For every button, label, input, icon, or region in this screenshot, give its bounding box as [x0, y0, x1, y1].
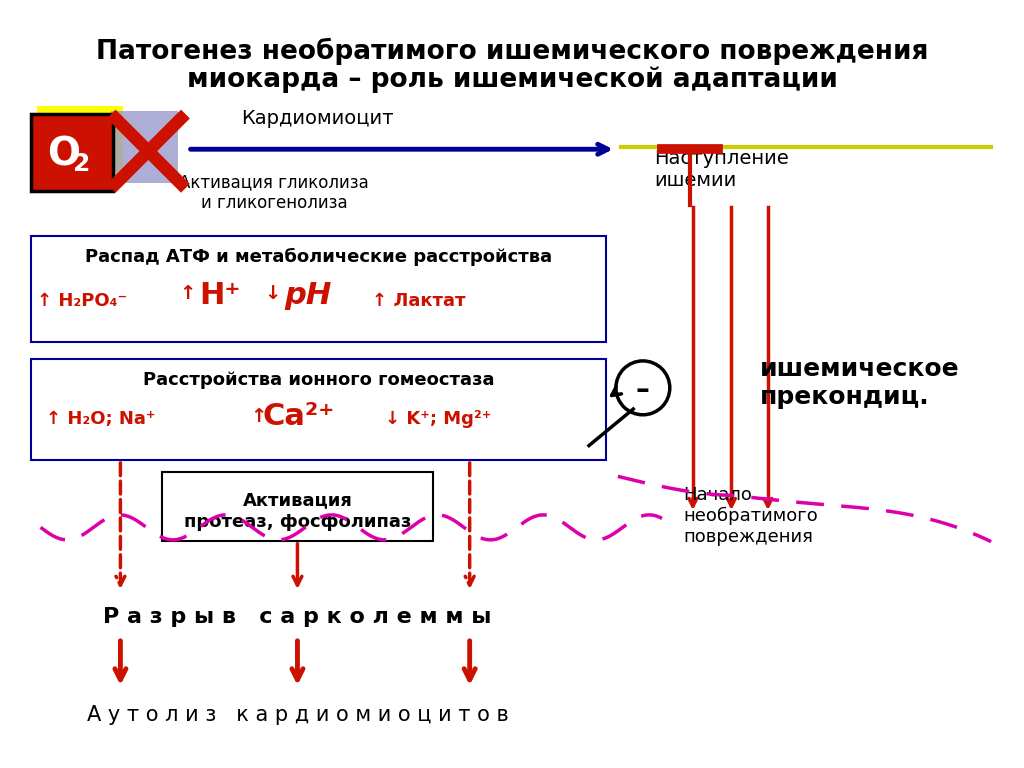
- Text: Начало
необратимого
повреждения: Начало необратимого повреждения: [683, 486, 818, 546]
- Bar: [162, 472, 433, 541]
- Bar: [37, 106, 123, 174]
- Text: Кардиомиоцит: Кардиомиоцит: [242, 109, 394, 128]
- Text: Распад АТФ и метаболические расстройства: Распад АТФ и метаболические расстройства: [85, 248, 552, 266]
- Text: ↑: ↑: [250, 407, 266, 426]
- Text: прекондиц.: прекондиц.: [760, 386, 930, 409]
- Text: Наступление
ишемии: Наступление ишемии: [654, 149, 790, 190]
- Text: Р а з р ы в   с а р к о л е м м ы: Р а з р ы в с а р к о л е м м ы: [103, 607, 492, 627]
- Text: pH: pH: [285, 281, 332, 310]
- Text: Ca²⁺: Ca²⁺: [262, 402, 335, 431]
- Text: O: O: [47, 135, 80, 173]
- Text: Расстройства ионного гомеостаза: Расстройства ионного гомеостаза: [143, 370, 495, 389]
- Text: Патогенез необратимого ишемического повреждения: Патогенез необратимого ишемического повр…: [96, 38, 928, 65]
- Text: Активация: Активация: [243, 491, 352, 508]
- Text: А у т о л и з   к а р д и о м и о ц и т о в: А у т о л и з к а р д и о м и о ц и т о …: [87, 705, 508, 725]
- Bar: [31, 236, 606, 342]
- Text: H⁺: H⁺: [199, 281, 241, 310]
- Text: ↑ Лактат: ↑ Лактат: [372, 293, 466, 310]
- Bar: [31, 114, 113, 190]
- Text: 2: 2: [74, 151, 90, 176]
- Text: ↑ H₂PO₄⁻: ↑ H₂PO₄⁻: [37, 293, 127, 310]
- Text: Активация гликолиза
и гликогенолиза: Активация гликолиза и гликогенолиза: [179, 174, 370, 212]
- Text: миокарда – роль ишемической адаптации: миокарда – роль ишемической адаптации: [186, 67, 838, 93]
- Text: ишемическое: ишемическое: [760, 356, 959, 381]
- Bar: [111, 111, 178, 183]
- Text: протеаз, фосфолипаз: протеаз, фосфолипаз: [183, 513, 411, 531]
- Text: –: –: [636, 376, 650, 404]
- Text: ↓: ↓: [264, 284, 281, 303]
- Bar: [31, 359, 606, 460]
- Text: ↓ K⁺; Mg²⁺: ↓ K⁺; Mg²⁺: [385, 409, 492, 428]
- Text: ↑ H₂O; Na⁺: ↑ H₂O; Na⁺: [46, 409, 156, 428]
- Text: ↑: ↑: [179, 284, 196, 303]
